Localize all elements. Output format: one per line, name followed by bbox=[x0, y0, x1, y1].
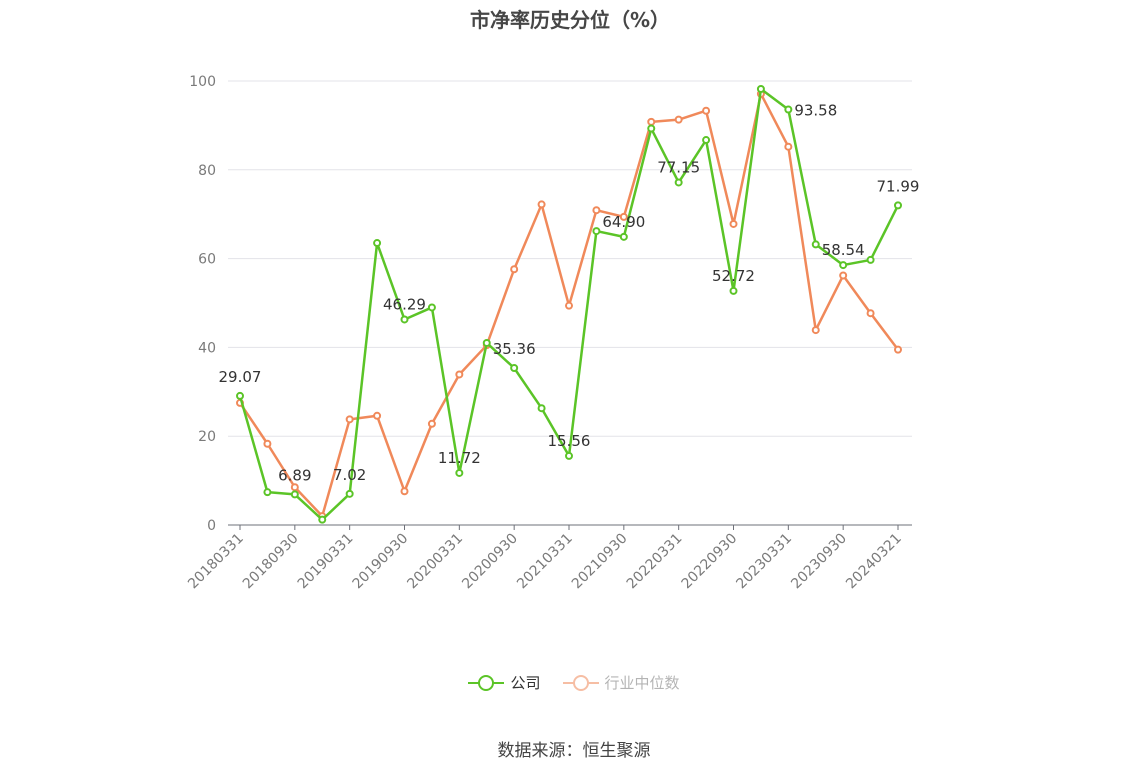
x-tick-label: 20200930 bbox=[459, 531, 521, 593]
y-tick-label: 60 bbox=[198, 252, 216, 268]
data-point-company bbox=[756, 84, 765, 93]
data-point-industry-median bbox=[839, 271, 848, 280]
x-tick-label: 20190331 bbox=[295, 531, 357, 593]
chart-title: 市净率历史分位（%） bbox=[469, 8, 671, 32]
x-tick-label: 20220930 bbox=[679, 531, 741, 593]
x-tick-label: 20190930 bbox=[350, 531, 412, 593]
data-point-industry-median bbox=[373, 411, 382, 420]
x-tick-label: 20220331 bbox=[624, 531, 686, 593]
data-point-industry-median bbox=[784, 142, 793, 151]
data-point-company bbox=[839, 261, 848, 270]
data-label: 15.56 bbox=[548, 432, 591, 450]
data-point-company bbox=[565, 451, 573, 460]
data-point-company bbox=[482, 338, 491, 347]
data-point-company bbox=[318, 515, 327, 524]
y-tick-label: 100 bbox=[189, 74, 216, 90]
data-point-company bbox=[619, 232, 628, 241]
data-point-industry-median bbox=[537, 200, 546, 209]
data-point-industry-median bbox=[455, 370, 464, 379]
data-point-industry-median bbox=[427, 419, 436, 428]
data-point-company bbox=[345, 489, 354, 498]
legend: 公司 行业中位数 bbox=[0, 672, 1148, 693]
data-point-industry-median bbox=[702, 106, 711, 115]
data-point-company bbox=[510, 364, 519, 373]
y-tick-label: 0 bbox=[207, 518, 216, 534]
data-label: 52.72 bbox=[712, 267, 755, 285]
data-label: 46.29 bbox=[383, 295, 426, 313]
data-point-company bbox=[455, 468, 464, 477]
legend-marker-icon bbox=[468, 673, 505, 693]
legend-item-company[interactable]: 公司 bbox=[468, 672, 541, 693]
data-point-company bbox=[400, 315, 409, 324]
data-point-company bbox=[811, 240, 820, 249]
x-tick-label: 20230930 bbox=[788, 531, 850, 593]
x-tick-label: 20180331 bbox=[185, 531, 247, 593]
data-point-company bbox=[674, 178, 683, 187]
data-labels: 29.07 6.89 7.02 46.29 11.72 35.36 15.56 64.90 77… bbox=[219, 102, 920, 485]
data-point-company bbox=[427, 303, 436, 312]
y-tick-label: 20 bbox=[198, 429, 216, 445]
data-point-industry-median bbox=[345, 415, 354, 424]
x-tick-label: 20240321 bbox=[843, 531, 905, 593]
data-point-company bbox=[866, 255, 875, 264]
data-point-industry-median bbox=[263, 439, 272, 448]
x-tick-label: 20230331 bbox=[733, 531, 795, 593]
y-tick-label: 40 bbox=[198, 340, 216, 356]
data-label: 7.02 bbox=[333, 466, 366, 484]
legend-marker-icon bbox=[562, 673, 599, 693]
data-point-company bbox=[537, 404, 546, 413]
data-point-company bbox=[592, 227, 601, 236]
data-point-company bbox=[290, 490, 299, 499]
data-label: 77.15 bbox=[657, 158, 700, 176]
legend-label: 行业中位数 bbox=[604, 674, 680, 692]
x-tick-label: 20210331 bbox=[514, 531, 576, 593]
legend-item-industry-median[interactable]: 行业中位数 bbox=[562, 672, 680, 693]
data-point-industry-median bbox=[647, 117, 656, 126]
data-point-industry-median bbox=[811, 326, 820, 335]
data-label: 6.89 bbox=[278, 466, 311, 484]
data-point-company bbox=[702, 136, 711, 145]
data-source-note: 数据来源：恒生聚源 bbox=[497, 741, 651, 761]
data-label: 64.90 bbox=[602, 213, 645, 231]
data-point-company bbox=[647, 124, 656, 133]
data-label: 93.58 bbox=[794, 102, 837, 120]
line-chart: 0 20 40 60 80 100 2018033120180930201903312019… bbox=[185, 74, 920, 592]
data-point-industry-median bbox=[729, 219, 738, 228]
y-tick-label: 80 bbox=[198, 163, 216, 179]
legend-label: 公司 bbox=[510, 674, 541, 692]
data-point-company bbox=[894, 201, 902, 210]
data-point-company bbox=[784, 105, 793, 114]
data-point-company bbox=[236, 391, 244, 400]
data-label: 29.07 bbox=[219, 368, 262, 386]
data-point-industry-median bbox=[674, 115, 683, 124]
x-tick-label: 20180930 bbox=[240, 531, 302, 593]
data-point-industry-median bbox=[510, 265, 519, 274]
data-point-company bbox=[729, 286, 738, 295]
grid-lines bbox=[228, 80, 912, 437]
data-label: 71.99 bbox=[877, 177, 920, 195]
data-point-industry-median bbox=[400, 487, 409, 496]
data-point-industry-median bbox=[619, 212, 628, 221]
data-point-industry-median bbox=[290, 483, 299, 492]
axes: 0 20 40 60 80 100 2018033120180930201903312019… bbox=[185, 74, 912, 592]
series-lines bbox=[236, 84, 902, 524]
x-tick-label: 20210930 bbox=[569, 531, 631, 593]
data-label: 58.54 bbox=[822, 241, 865, 259]
data-point-industry-median bbox=[565, 301, 573, 310]
x-tick-label: 20200331 bbox=[404, 531, 466, 593]
data-point-industry-median bbox=[894, 345, 902, 354]
data-point-company bbox=[373, 239, 382, 248]
data-point-industry-median bbox=[866, 309, 875, 318]
data-label: 11.72 bbox=[438, 449, 481, 467]
data-point-industry-median bbox=[592, 206, 601, 215]
data-point-company bbox=[263, 488, 272, 497]
data-label: 35.36 bbox=[493, 340, 536, 358]
